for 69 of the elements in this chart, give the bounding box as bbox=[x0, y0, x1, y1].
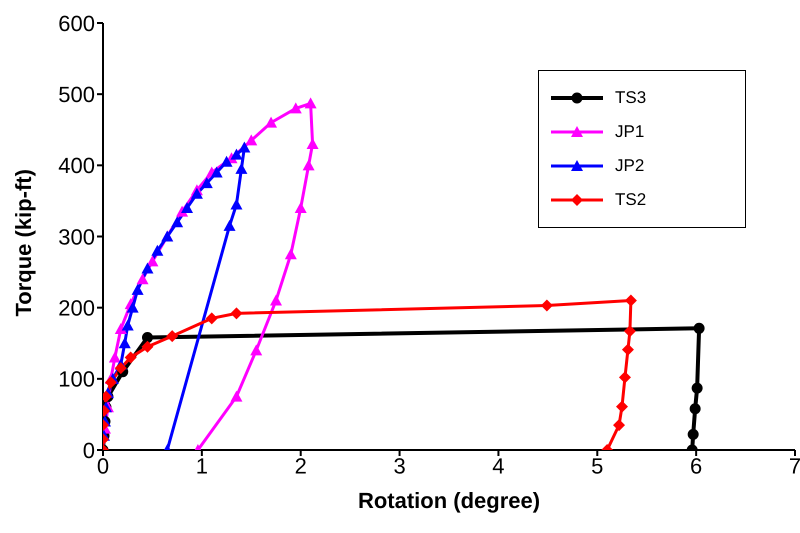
point bbox=[142, 332, 153, 344]
point bbox=[690, 403, 701, 414]
point bbox=[613, 419, 626, 432]
point bbox=[124, 351, 137, 364]
point bbox=[616, 400, 628, 413]
y-tick-label: 400 bbox=[58, 153, 95, 178]
point bbox=[210, 166, 223, 178]
point bbox=[624, 325, 636, 338]
x-tick-label: 6 bbox=[690, 454, 702, 479]
y-tick-label: 500 bbox=[58, 82, 95, 107]
point bbox=[284, 248, 297, 260]
point bbox=[245, 134, 258, 146]
point bbox=[302, 159, 315, 170]
legend-label: JP2 bbox=[615, 156, 644, 176]
point bbox=[540, 300, 553, 312]
y-tick-label: 0 bbox=[82, 438, 95, 463]
x-tick-label: 4 bbox=[492, 454, 505, 479]
legend-label: TS2 bbox=[615, 190, 646, 210]
point bbox=[108, 351, 121, 362]
point bbox=[220, 156, 233, 167]
point bbox=[622, 344, 634, 356]
point bbox=[206, 312, 218, 324]
point bbox=[141, 340, 154, 353]
y-tick-label: 300 bbox=[58, 224, 95, 250]
point bbox=[694, 322, 705, 334]
x-tick-label: 2 bbox=[294, 454, 307, 479]
point bbox=[618, 371, 631, 384]
point bbox=[114, 362, 127, 374]
point bbox=[171, 216, 184, 228]
point bbox=[181, 202, 194, 214]
legend-label: JP1 bbox=[615, 122, 644, 142]
point bbox=[235, 162, 248, 174]
x-tick-label: 3 bbox=[393, 454, 406, 479]
point bbox=[270, 294, 282, 306]
x-tick-label: 5 bbox=[591, 454, 604, 479]
point bbox=[200, 177, 213, 188]
point bbox=[136, 273, 149, 284]
point bbox=[122, 319, 134, 330]
point bbox=[265, 116, 278, 128]
point bbox=[132, 284, 144, 295]
point bbox=[141, 262, 154, 274]
x-tick-label: 1 bbox=[196, 454, 208, 479]
x-axis-title: Rotation (degree) bbox=[358, 488, 540, 513]
y-axis-title: Torque (kip-ft) bbox=[10, 169, 36, 316]
legend-label: TS3 bbox=[615, 88, 646, 108]
point bbox=[230, 390, 242, 402]
point bbox=[230, 307, 242, 320]
point bbox=[151, 244, 164, 256]
x-tick-label: 7 bbox=[788, 454, 800, 479]
point bbox=[290, 102, 302, 114]
y-tick-label: 200 bbox=[58, 295, 95, 320]
point bbox=[118, 337, 131, 348]
point bbox=[692, 382, 703, 394]
point bbox=[126, 302, 139, 313]
y-tick-label: 600 bbox=[58, 10, 95, 36]
point bbox=[230, 198, 242, 210]
point bbox=[230, 148, 242, 160]
point bbox=[166, 330, 178, 342]
point bbox=[114, 323, 127, 334]
point bbox=[624, 294, 637, 307]
y-tick-label: 100 bbox=[58, 366, 95, 392]
point bbox=[250, 344, 262, 356]
point bbox=[294, 202, 307, 214]
point bbox=[688, 428, 699, 440]
point bbox=[104, 376, 117, 388]
point bbox=[238, 142, 250, 153]
point bbox=[224, 220, 236, 231]
point bbox=[190, 188, 203, 199]
point bbox=[304, 97, 317, 108]
